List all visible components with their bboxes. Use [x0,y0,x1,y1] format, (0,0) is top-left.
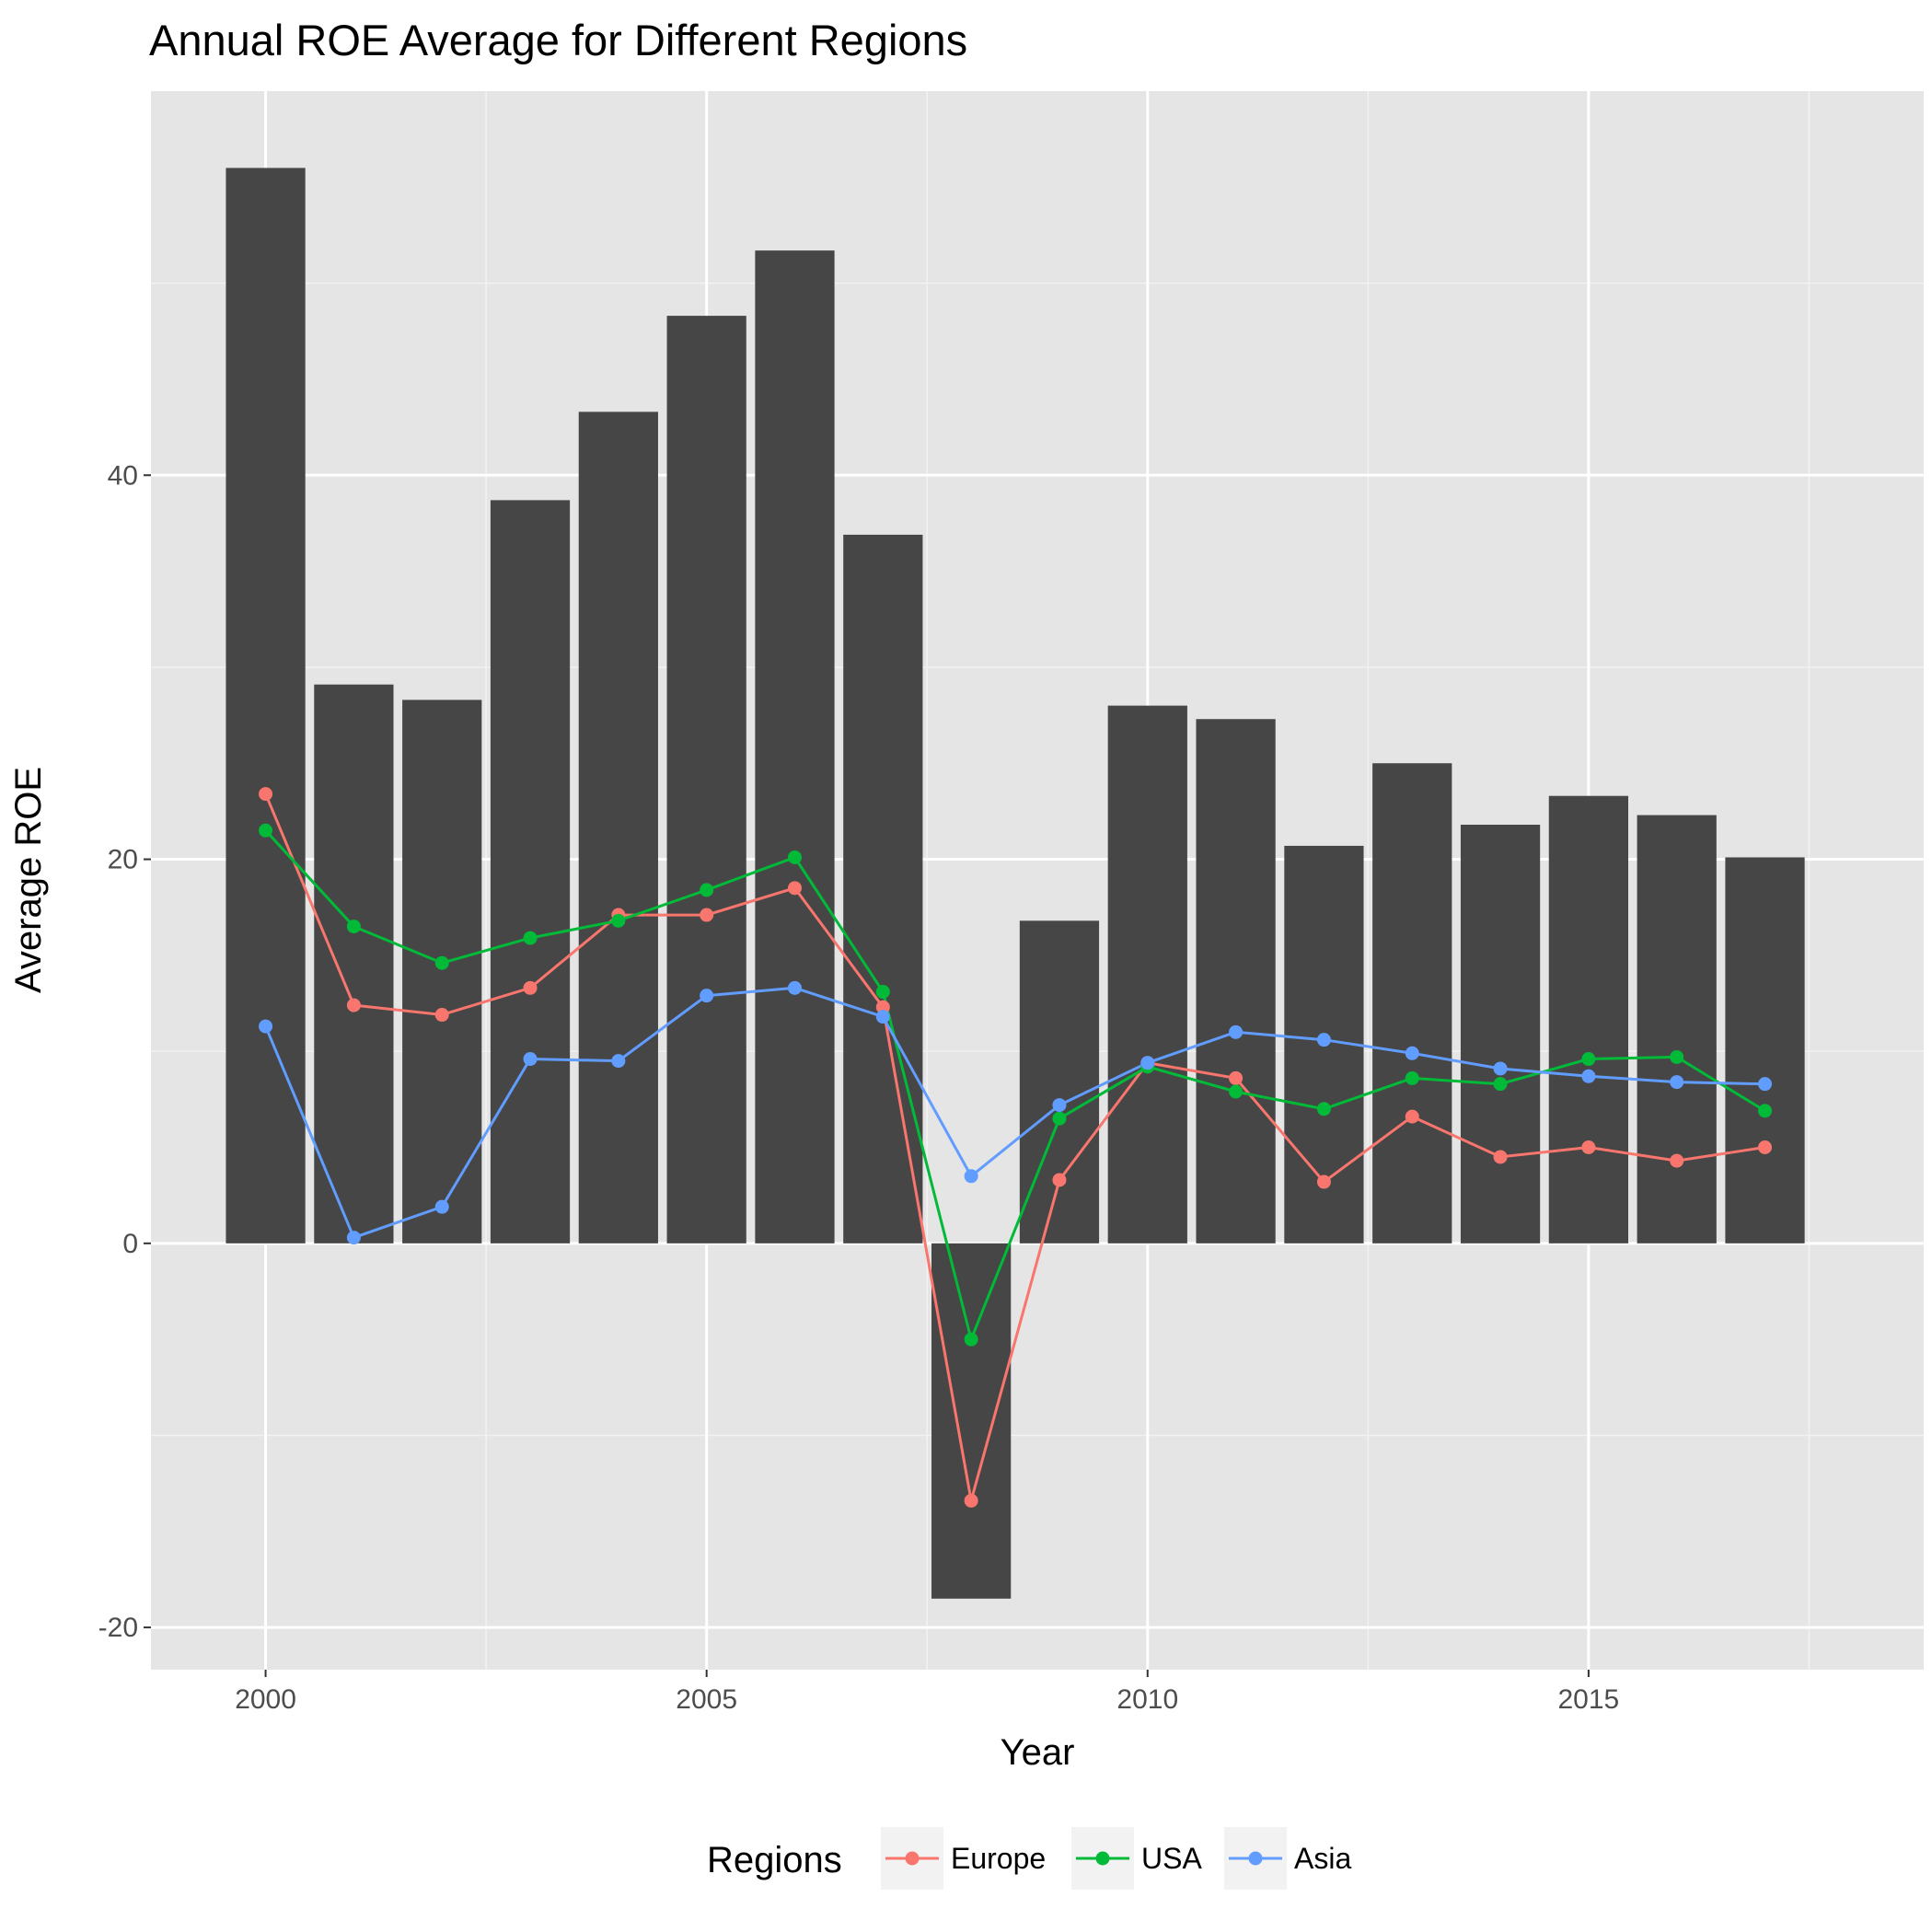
point-series [259,787,1773,1508]
x-axis: 2000 2005 2010 2015 [235,1670,1619,1715]
x-tick-label: 2005 [676,1684,737,1715]
series-line-asia [264,986,1765,1240]
data-point-europe [875,1000,890,1014]
data-point-asia [1140,1056,1155,1070]
data-point-usa [1758,1104,1773,1118]
data-point-asia [1405,1046,1419,1060]
data-point-usa [1493,1077,1508,1092]
y-axis-title: Average ROE [8,767,49,993]
bar [578,411,658,1244]
bar-series [226,168,1805,1599]
data-point-usa [700,883,714,897]
bar [226,168,306,1244]
data-point-asia [611,1054,626,1069]
bar [843,534,923,1244]
bar [1460,824,1541,1244]
legend-label-europe: Europe [951,1842,1046,1875]
legend-key-point [1248,1851,1263,1866]
data-point-usa [611,913,626,928]
bar [1107,705,1187,1244]
legend: Regions Europe USA Asia [707,1827,1351,1890]
data-point-asia [964,1169,978,1184]
data-point-usa [1670,1049,1684,1064]
data-point-usa [434,955,449,970]
bar [1372,763,1452,1244]
bar [314,684,394,1244]
data-point-asia [1581,1069,1596,1083]
data-point-europe [787,881,802,896]
data-point-europe [1229,1070,1244,1085]
data-point-asia [523,1052,538,1067]
data-point-europe [1493,1150,1508,1164]
bar [1196,719,1276,1244]
bar [402,700,482,1244]
legend-label-asia: Asia [1294,1842,1351,1875]
data-point-usa [523,931,538,945]
legend-key-point [1095,1851,1110,1866]
y-tick-label: 20 [108,845,138,875]
data-point-europe [964,1493,978,1508]
data-point-europe [1758,1140,1773,1155]
data-point-asia [1316,1033,1331,1047]
data-point-usa [1405,1070,1419,1085]
data-point-asia [1052,1098,1067,1113]
bar [666,316,746,1244]
data-point-europe [434,1008,449,1023]
bar [1019,920,1100,1244]
bar [490,500,571,1244]
data-point-usa [346,920,361,934]
series-line-usa [264,829,1766,1344]
data-point-asia [1229,1024,1244,1039]
x-tick-label: 2000 [235,1684,296,1715]
data-point-asia [1493,1061,1508,1076]
y-axis: -20 0 20 40 [98,460,151,1643]
data-point-europe [1316,1174,1331,1189]
data-point-europe [1052,1173,1067,1187]
data-point-europe [346,998,361,1012]
legend-label-usa: USA [1141,1842,1202,1875]
data-point-usa [259,823,273,838]
series-line-europe [264,793,1765,1501]
data-point-usa [964,1332,978,1347]
data-point-asia [1670,1075,1684,1090]
x-tick-label: 2015 [1558,1684,1620,1715]
data-point-asia [259,1019,273,1034]
data-point-asia [875,1010,890,1024]
y-tick-label: 40 [108,460,138,491]
legend-title: Regions [707,1840,842,1880]
data-point-europe [700,908,714,922]
data-point-europe [1670,1153,1684,1168]
data-point-usa [1229,1084,1244,1099]
x-tick-label: 2010 [1116,1684,1178,1715]
chart-title: Annual ROE Average for Different Regions [149,16,967,64]
data-point-europe [523,980,538,995]
bar [755,250,835,1244]
data-point-europe [1581,1140,1596,1155]
data-point-europe [259,787,273,802]
bar [931,1243,1012,1599]
data-point-asia [1758,1077,1773,1092]
data-point-usa [875,985,890,1000]
data-point-europe [1405,1109,1419,1124]
data-point-usa [787,850,802,864]
data-point-asia [434,1199,449,1214]
data-point-asia [700,989,714,1003]
legend-key-point [905,1851,920,1866]
line-series [264,793,1766,1501]
data-point-usa [1581,1052,1596,1067]
data-point-usa [1052,1111,1067,1126]
bar [1548,795,1628,1244]
data-point-usa [1316,1102,1331,1116]
x-axis-title: Year [1001,1732,1075,1773]
y-tick-label: 0 [122,1229,138,1259]
data-point-asia [346,1231,361,1245]
data-point-asia [787,980,802,995]
y-tick-label: -20 [98,1613,138,1643]
bar [1637,815,1717,1244]
bar [1725,857,1805,1244]
